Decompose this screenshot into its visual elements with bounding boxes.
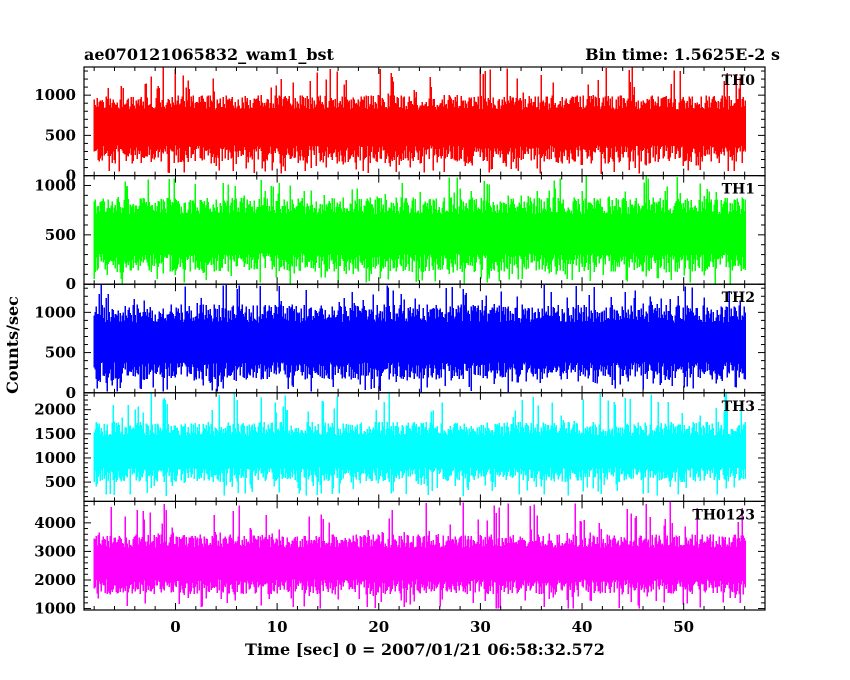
panel-frame-th0123 <box>83 500 766 611</box>
y-tick-label: 500 <box>45 226 76 244</box>
x-tick-label: 0 <box>170 618 180 636</box>
y-tick-label: 500 <box>45 126 76 144</box>
curves-layer <box>93 67 746 609</box>
y-axis-label: Counts/sec <box>3 296 22 394</box>
series-label-th2: TH2 <box>722 290 755 306</box>
x-tick-label: 50 <box>673 618 694 636</box>
frames-layer: TH005001000TH105001000TH205001000TH35001… <box>34 66 766 636</box>
x-tick-label: 20 <box>368 618 389 636</box>
y-tick-label: 0 <box>66 167 76 185</box>
bin-time-label: Bin time: 1.5625E-2 s <box>585 45 780 64</box>
x-axis-label: Time [sec] 0 = 2007/01/21 06:58:32.572 <box>245 640 605 659</box>
y-tick-label: 1000 <box>34 176 76 194</box>
y-tick-label: 500 <box>45 344 76 362</box>
x-tick-label: 40 <box>572 618 593 636</box>
y-tick-label: 2000 <box>34 571 76 589</box>
y-tick-label: 1000 <box>34 449 76 467</box>
y-tick-label: 2000 <box>34 401 76 419</box>
y-tick-label: 4000 <box>34 514 76 532</box>
x-tick-label: 30 <box>470 618 491 636</box>
series-label-th0: TH0 <box>722 73 756 89</box>
series-line-th3 <box>93 393 746 497</box>
y-tick-label: 500 <box>45 473 76 491</box>
chart-title: ae070121065832_wam1_bst <box>84 45 335 64</box>
series-line-th2 <box>93 284 746 393</box>
series-line-th1 <box>93 175 746 285</box>
y-tick-label: 0 <box>66 384 76 402</box>
series-line-th0123 <box>93 501 746 609</box>
y-tick-label: 1000 <box>34 303 76 321</box>
series-label-th1: TH1 <box>722 182 755 198</box>
series-label-th0123: TH0123 <box>692 507 755 523</box>
x-tick-label: 10 <box>267 618 288 636</box>
y-tick-label: 0 <box>66 275 76 293</box>
y-tick-label: 1000 <box>34 600 76 618</box>
y-tick-label: 1000 <box>34 86 76 104</box>
series-line-th0 <box>93 67 746 174</box>
series-label-th3: TH3 <box>722 399 755 415</box>
y-tick-label: 3000 <box>34 542 76 560</box>
y-tick-label: 1500 <box>34 425 76 443</box>
